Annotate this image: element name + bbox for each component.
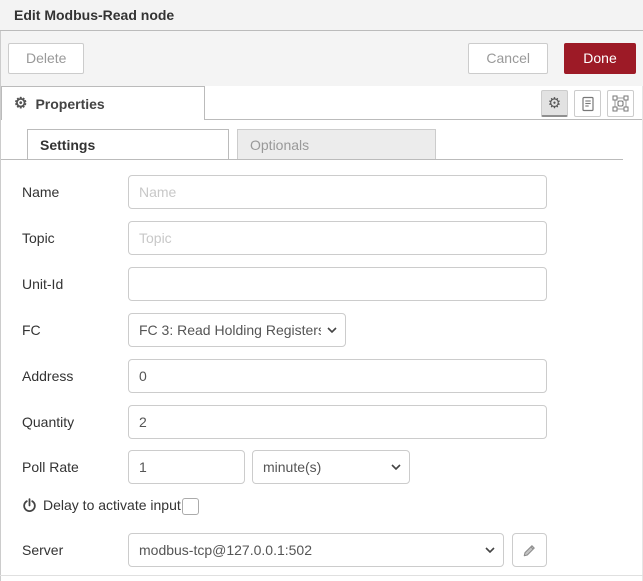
properties-section-button[interactable]: ⚙	[541, 90, 568, 117]
dialog-toolbar: Delete Cancel Done	[0, 31, 643, 86]
document-icon	[580, 96, 596, 112]
dialog-bottom-divider	[0, 575, 643, 576]
quantity-label: Quantity	[22, 414, 75, 430]
editor-section-buttons: ⚙	[541, 90, 634, 117]
poll-rate-unit-select[interactable]: minute(s)	[252, 450, 410, 484]
chevron-down-icon	[327, 327, 337, 333]
name-label: Name	[22, 184, 60, 200]
done-button[interactable]: Done	[564, 43, 636, 74]
address-label: Address	[22, 368, 74, 384]
topic-input[interactable]	[128, 221, 547, 255]
pencil-icon	[522, 543, 537, 558]
tab-optionals[interactable]: Optionals	[237, 129, 436, 160]
topic-label: Topic	[22, 230, 55, 246]
edit-server-button[interactable]	[512, 533, 547, 567]
dialog-title: Edit Modbus-Read node	[0, 0, 643, 31]
quantity-input[interactable]	[128, 405, 547, 439]
delay-checkbox[interactable]	[182, 498, 199, 515]
dialog-left-border	[0, 31, 1, 581]
chevron-down-icon	[485, 547, 495, 553]
gear-icon: ⚙	[14, 95, 28, 112]
fc-label: FC	[22, 322, 41, 338]
power-icon	[22, 497, 37, 513]
name-input[interactable]	[128, 175, 547, 209]
unit-id-input[interactable]	[128, 267, 547, 301]
tabs-divider	[1, 159, 623, 160]
properties-tab-label: Properties	[35, 95, 105, 112]
poll-rate-input[interactable]	[128, 450, 245, 484]
description-section-button[interactable]	[574, 90, 601, 117]
server-label: Server	[22, 542, 64, 558]
tab-properties[interactable]: ⚙ Properties	[1, 86, 205, 120]
cancel-button[interactable]: Cancel	[468, 43, 548, 74]
poll-rate-label: Poll Rate	[22, 459, 79, 475]
fc-select-value: FC 3: Read Holding Registers	[139, 322, 321, 338]
address-input[interactable]	[128, 359, 547, 393]
fc-select[interactable]: FC 3: Read Holding Registers	[128, 313, 346, 347]
appearance-section-button[interactable]	[607, 90, 634, 117]
delete-button[interactable]: Delete	[8, 43, 85, 74]
unit-id-label: Unit-Id	[22, 276, 64, 292]
chevron-down-icon	[391, 464, 401, 470]
server-select[interactable]: modbus-tcp@127.0.0.1:502	[128, 533, 504, 567]
delay-label: Delay to activate input	[22, 497, 181, 513]
tab-settings[interactable]: Settings	[27, 129, 229, 160]
appearance-icon	[612, 95, 629, 112]
poll-rate-unit-value: minute(s)	[263, 459, 322, 475]
delay-label-text: Delay to activate input	[43, 497, 181, 513]
server-select-value: modbus-tcp@127.0.0.1:502	[139, 542, 312, 558]
properties-row-divider	[205, 119, 643, 120]
gear-icon: ⚙	[547, 94, 562, 112]
